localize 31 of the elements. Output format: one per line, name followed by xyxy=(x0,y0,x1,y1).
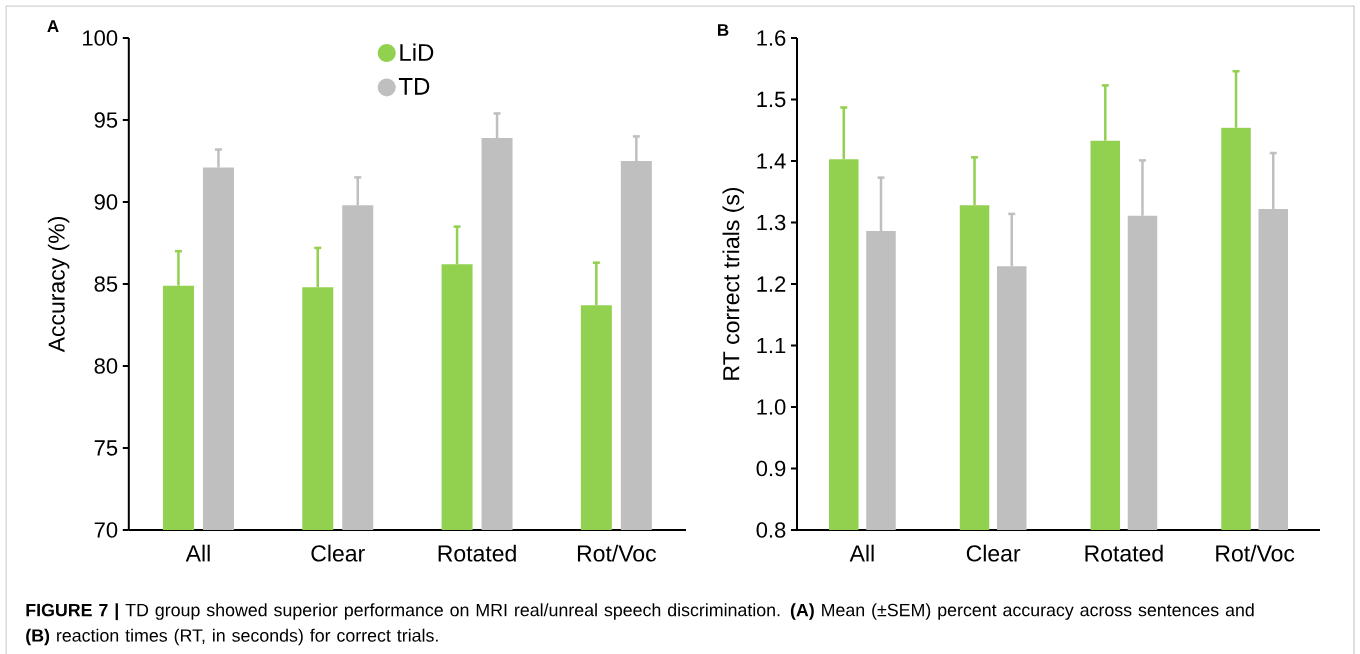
x-tick-label: All xyxy=(185,544,210,562)
x-tick-label: Rotated xyxy=(438,544,516,562)
y-tick-label: 95 xyxy=(94,112,118,128)
y-tick-label: 1.5 xyxy=(757,91,786,108)
y-tick-label: 1.3 xyxy=(757,214,786,231)
y-tick-label: 1.4 xyxy=(757,153,786,169)
text: FIGURE 7 | TD group showed superior performance on MRI real/unreal speech discrimination. (A) Mean (±SEM) percent accuracy across sentences and (B) reaction times (RT, in seconds) for correct trials. xyxy=(26,603,1254,646)
y-tick-label: 80 xyxy=(94,358,118,374)
y-tick-label: 0.8 xyxy=(756,522,786,538)
x-tick-label: Rot/Voc xyxy=(1216,544,1295,562)
legend-label: LiD xyxy=(400,43,434,61)
y-axis-title: Accuracy (%) xyxy=(47,217,70,353)
x-tick-label: Rot/Voc xyxy=(577,544,657,562)
y-tick-label: 90 xyxy=(94,194,118,210)
y-tick-label: 1.1 xyxy=(757,337,786,354)
y-axis-title: RT correct trials (s) xyxy=(722,187,744,380)
y-tick-label: 70 xyxy=(94,522,118,538)
y-tick-label: 100 xyxy=(83,30,118,46)
x-tick-label: Clear xyxy=(311,544,365,562)
y-tick-label: 1.6 xyxy=(757,30,786,46)
y-tick-label: 85 xyxy=(94,276,118,292)
x-tick-label: Clear xyxy=(966,544,1021,562)
x-tick-label: All xyxy=(849,544,874,562)
y-tick-label: 0.9 xyxy=(756,460,786,477)
legend-label: TD xyxy=(398,78,430,95)
y-tick-label: 75 xyxy=(94,440,118,456)
chart-title: B xyxy=(718,24,729,36)
x-tick-label: Rotated xyxy=(1085,544,1163,562)
y-tick-label: 1.0 xyxy=(757,399,786,415)
chart-title: A xyxy=(47,20,59,32)
y-tick-label: 1.2 xyxy=(757,276,786,292)
